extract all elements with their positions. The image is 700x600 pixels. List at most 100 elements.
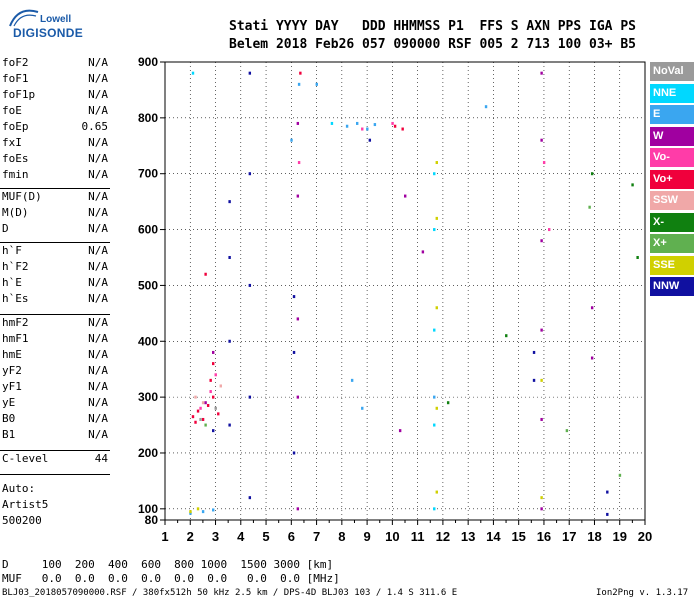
data-point-w — [590, 356, 594, 360]
data-point-w — [540, 71, 543, 75]
param-value: N/A — [88, 260, 108, 273]
data-point-e — [290, 138, 293, 142]
data-point-ssw — [219, 384, 222, 388]
legend-item-xminus: X- — [650, 212, 694, 232]
data-point-voplus — [191, 415, 195, 419]
param-row-he: h`E N/A — [2, 276, 108, 292]
data-point-voplus — [209, 378, 212, 382]
param-divider — [0, 450, 110, 451]
x-tick-label: 13 — [461, 529, 475, 544]
param-value: N/A — [88, 276, 108, 289]
data-point-w — [404, 194, 407, 198]
data-point-vominus — [542, 161, 546, 165]
data-point-vominus — [199, 406, 202, 410]
footer-version: Ion2Png v. 1.3.17 — [596, 588, 689, 598]
param-value: N/A — [88, 104, 108, 117]
param-row-b0: B0 N/A — [2, 412, 108, 428]
param-value: N/A — [88, 136, 108, 149]
param-value: N/A — [88, 72, 108, 85]
param-name: fxI — [2, 136, 22, 149]
data-point-e — [212, 508, 215, 512]
param-row-b1: B1 N/A — [2, 428, 108, 444]
y-tick-label: 80 — [145, 513, 159, 527]
param-value: N/A — [88, 206, 108, 219]
data-point-vominus — [361, 127, 364, 131]
param-divider — [0, 188, 110, 189]
data-point-w — [296, 121, 300, 125]
data-point-w — [296, 395, 300, 399]
data-point-xminus — [505, 334, 508, 338]
param-row-yf1: yF1 N/A — [2, 380, 108, 396]
data-point-nnw — [228, 255, 231, 259]
data-point-w — [296, 507, 300, 511]
x-tick-label: 1 — [161, 529, 168, 544]
data-point-w — [540, 239, 543, 243]
footer-file-info: BLJ03_2018057090000.RSF / 380fx512h 50 k… — [2, 588, 458, 598]
x-tick-label: 4 — [237, 529, 245, 544]
legend-item-w: W — [650, 126, 694, 146]
data-point-voplus — [204, 272, 207, 276]
data-point-xplus — [565, 429, 569, 433]
data-point-w — [204, 401, 207, 405]
legend-item-nne: NNE — [650, 83, 694, 103]
param-name: fmin — [2, 168, 29, 181]
legend-item-vominus: Vo- — [650, 148, 694, 167]
x-tick-label: 8 — [338, 529, 345, 544]
x-tick-label: 17 — [562, 529, 576, 544]
x-tick-label: 5 — [262, 529, 269, 544]
data-point-nne — [191, 71, 195, 75]
data-point-e — [345, 124, 349, 128]
param-row-md: M(D) N/A — [2, 206, 108, 222]
data-point-voplus — [393, 124, 397, 128]
param-name: foF2 — [2, 56, 29, 69]
y-tick-label: 600 — [138, 223, 158, 237]
data-point-nnw — [368, 138, 372, 142]
data-point-e — [433, 395, 436, 399]
scaled-parameters-panel: foF2 N/A foF1 N/A foF1p N/A foE N/A foEp 0.65 fxI N… — [0, 0, 112, 540]
x-tick-label: 15 — [511, 529, 525, 544]
data-point-e — [373, 123, 377, 127]
data-point-voplus — [196, 409, 200, 413]
data-point-w — [590, 306, 594, 310]
data-point-w — [540, 507, 543, 511]
param-row-hf: h`F N/A — [2, 244, 108, 260]
param-name: M(D) — [2, 206, 29, 219]
param-value: N/A — [88, 348, 108, 361]
auto-artist: Artist5 — [2, 498, 49, 511]
param-row-yf2: yF2 N/A — [2, 364, 108, 380]
data-point-nne — [330, 121, 334, 125]
param-value: N/A — [88, 412, 108, 425]
x-tick-label: 18 — [587, 529, 601, 544]
data-point-xplus — [588, 205, 591, 209]
param-row-foep: foEp 0.65 — [2, 120, 108, 136]
data-point-e — [356, 121, 359, 125]
param-row-fmin: fmin N/A — [2, 168, 108, 184]
x-tick-label: 20 — [638, 529, 652, 544]
param-value: N/A — [88, 428, 108, 441]
data-point-nne — [433, 172, 436, 176]
y-tick-label: 900 — [138, 55, 158, 69]
data-point-sse — [540, 496, 543, 500]
data-point-xplus — [618, 473, 622, 477]
param-name: h`F — [2, 244, 22, 257]
y-tick-label: 100 — [138, 502, 158, 516]
y-tick-label: 200 — [138, 446, 158, 460]
param-value: N/A — [88, 190, 108, 203]
legend-item-noval: NoVal — [650, 62, 694, 81]
param-value: N/A — [88, 56, 108, 69]
param-row-clevel: C-level 44 — [2, 452, 108, 468]
param-row-foe: foE N/A — [2, 104, 108, 120]
data-point-nne — [433, 228, 436, 232]
data-point-e — [361, 406, 364, 410]
data-point-nnw — [292, 350, 296, 354]
data-point-nnw — [292, 451, 296, 455]
x-tick-label: 2 — [187, 529, 194, 544]
data-point-e — [484, 105, 488, 109]
param-value: 44 — [94, 452, 108, 465]
param-name: hmF2 — [2, 316, 29, 329]
param-value: N/A — [88, 244, 108, 257]
data-point-sse — [189, 510, 192, 514]
param-divider — [0, 314, 110, 315]
data-point-vominus — [209, 390, 212, 394]
x-tick-label: 19 — [613, 529, 627, 544]
